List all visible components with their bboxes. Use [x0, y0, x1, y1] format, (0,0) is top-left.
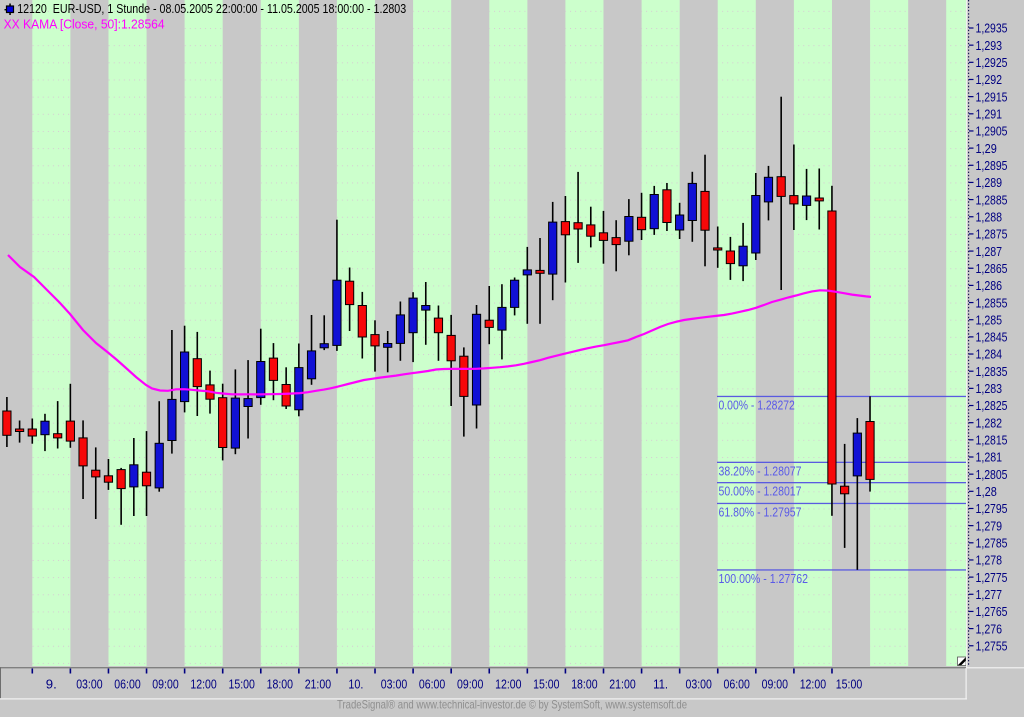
svg-text:1,287: 1,287 — [976, 244, 1003, 259]
svg-text:1,29: 1,29 — [976, 141, 997, 156]
svg-text:03:00: 03:00 — [76, 677, 102, 692]
svg-text:XX KAMA [Close, 50]:1.28564: XX KAMA [Close, 50]:1.28564 — [4, 17, 165, 32]
svg-text:1,2895: 1,2895 — [976, 158, 1008, 173]
svg-text:1,285: 1,285 — [976, 312, 1003, 327]
svg-text:1,2885: 1,2885 — [976, 192, 1008, 207]
svg-text:15:00: 15:00 — [229, 677, 255, 692]
svg-text:1,286: 1,286 — [976, 278, 1003, 293]
svg-text:1,279: 1,279 — [976, 518, 1003, 533]
svg-text:9.: 9. — [46, 677, 57, 692]
svg-text:50.00% - 1.28017: 50.00% - 1.28017 — [719, 484, 802, 499]
svg-text:06:00: 06:00 — [114, 677, 140, 692]
svg-text:TradeSignal® and www.technical: TradeSignal® and www.technical-investor.… — [337, 698, 687, 712]
svg-text:1,2825: 1,2825 — [976, 398, 1008, 413]
svg-text:61.80% - 1.27957: 61.80% - 1.27957 — [719, 504, 802, 519]
svg-text:15:00: 15:00 — [836, 677, 862, 692]
svg-text:1,289: 1,289 — [976, 175, 1003, 190]
svg-text:1,291: 1,291 — [976, 107, 1003, 122]
svg-text:1,2915: 1,2915 — [976, 89, 1008, 104]
svg-text:38.20% - 1.28077: 38.20% - 1.28077 — [719, 463, 802, 478]
svg-text:1,2785: 1,2785 — [976, 536, 1008, 551]
svg-text:1,277: 1,277 — [976, 587, 1003, 602]
svg-text:1,2775: 1,2775 — [976, 570, 1008, 585]
svg-text:09:00: 09:00 — [762, 677, 788, 692]
svg-text:1,281: 1,281 — [976, 450, 1003, 465]
svg-text:06:00: 06:00 — [419, 677, 445, 692]
svg-text:18:00: 18:00 — [571, 677, 597, 692]
svg-text:1,283: 1,283 — [976, 381, 1003, 396]
svg-text:1,2855: 1,2855 — [976, 295, 1008, 310]
svg-text:100.00% - 1.27762: 100.00% - 1.27762 — [719, 571, 809, 586]
svg-text:1,2845: 1,2845 — [976, 330, 1008, 345]
svg-text:12:00: 12:00 — [495, 677, 521, 692]
svg-text:1,284: 1,284 — [976, 347, 1003, 362]
svg-text:15:00: 15:00 — [533, 677, 559, 692]
svg-text:1,2795: 1,2795 — [976, 501, 1008, 516]
svg-text:1,2875: 1,2875 — [976, 227, 1008, 242]
svg-text:06:00: 06:00 — [724, 677, 750, 692]
svg-text:09:00: 09:00 — [152, 677, 178, 692]
svg-text:1,293: 1,293 — [976, 38, 1003, 53]
svg-text:11.: 11. — [653, 677, 668, 692]
svg-text:09:00: 09:00 — [457, 677, 483, 692]
svg-text:1,278: 1,278 — [976, 553, 1003, 568]
svg-text:1,28: 1,28 — [976, 484, 997, 499]
svg-text:1,282: 1,282 — [976, 415, 1003, 430]
svg-text:1,2805: 1,2805 — [976, 467, 1008, 482]
svg-text:12120 EUR-USD, 1 Stunde - 08.: 12120 EUR-USD, 1 Stunde - 08.05.2005 22:… — [17, 1, 406, 16]
svg-text:1,288: 1,288 — [976, 209, 1003, 224]
svg-text:1,2755: 1,2755 — [976, 638, 1008, 653]
svg-text:03:00: 03:00 — [686, 677, 712, 692]
svg-text:12:00: 12:00 — [190, 677, 216, 692]
svg-text:10.: 10. — [348, 677, 363, 692]
svg-text:1,2815: 1,2815 — [976, 433, 1008, 448]
svg-text:1,2925: 1,2925 — [976, 55, 1008, 70]
svg-text:1,2935: 1,2935 — [976, 21, 1008, 36]
svg-text:21:00: 21:00 — [609, 677, 635, 692]
svg-text:1,2905: 1,2905 — [976, 124, 1008, 139]
svg-text:03:00: 03:00 — [381, 677, 407, 692]
svg-text:1,2865: 1,2865 — [976, 261, 1008, 276]
svg-text:18:00: 18:00 — [267, 677, 293, 692]
svg-text:1,276: 1,276 — [976, 621, 1003, 636]
svg-text:1,2835: 1,2835 — [976, 364, 1008, 379]
svg-text:1,2765: 1,2765 — [976, 604, 1008, 619]
svg-text:1,292: 1,292 — [976, 72, 1003, 87]
svg-text:0.00% - 1.28272: 0.00% - 1.28272 — [719, 397, 795, 412]
svg-text:21:00: 21:00 — [305, 677, 331, 692]
svg-text:12:00: 12:00 — [800, 677, 826, 692]
